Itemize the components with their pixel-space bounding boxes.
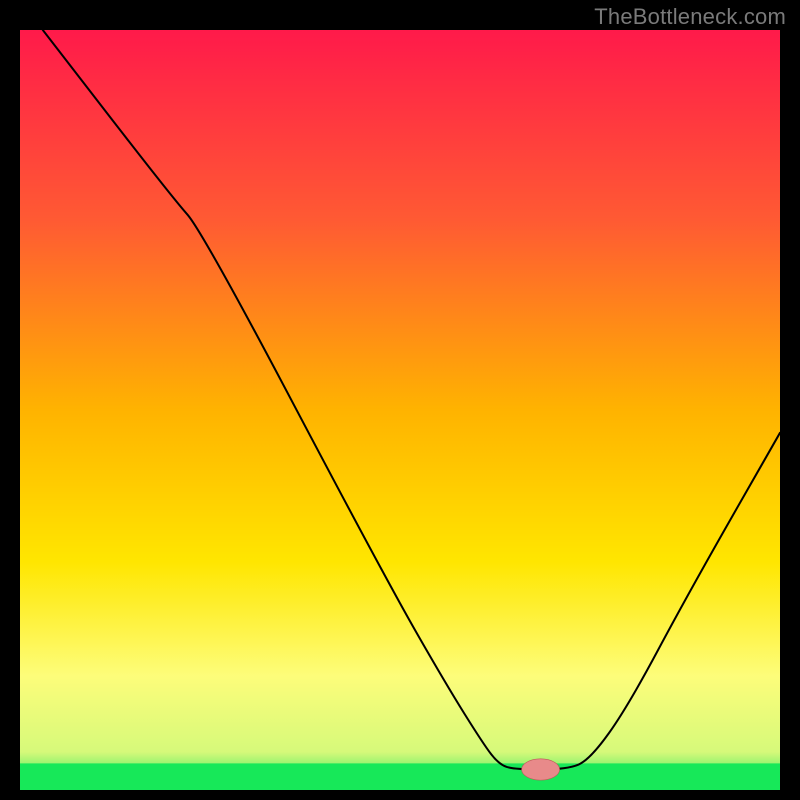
watermark-label: TheBottleneck.com: [594, 4, 786, 30]
bottleneck-chart: [20, 30, 780, 790]
chart-frame: TheBottleneck.com: [0, 0, 800, 800]
chart-svg: [20, 30, 780, 790]
green-baseline-band: [20, 763, 780, 790]
optimal-marker: [522, 759, 560, 780]
gradient-background: [20, 30, 780, 790]
